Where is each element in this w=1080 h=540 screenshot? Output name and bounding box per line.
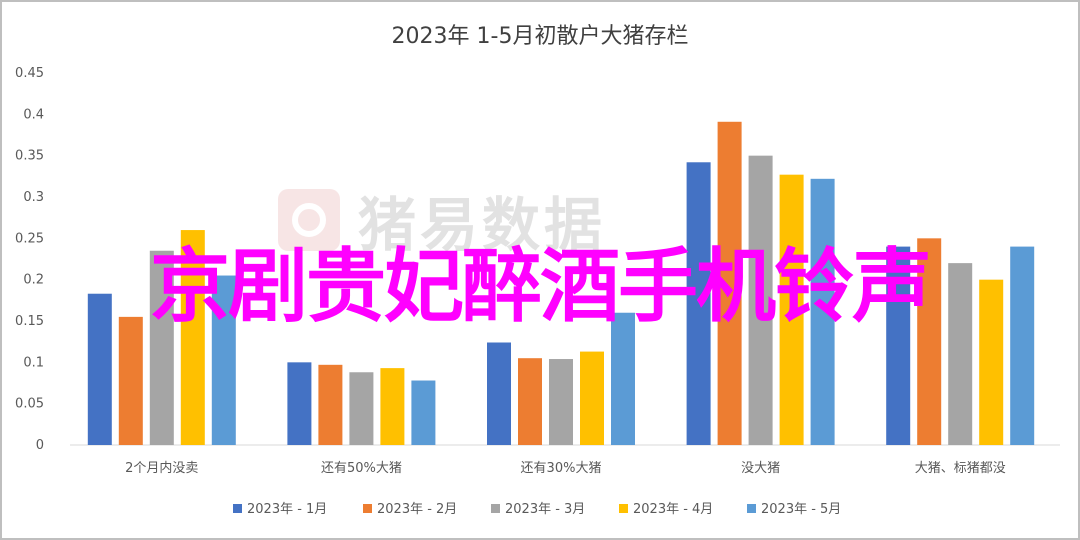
bar (487, 342, 511, 445)
overlay-caption: 京剧贵妃醉酒手机铃声 (150, 240, 932, 333)
bar (149, 250, 174, 445)
bar (118, 316, 143, 445)
x-category-label: 还有50%大猪 (321, 461, 402, 476)
bar (810, 178, 835, 445)
legend-label: 2023年 - 1月 (247, 502, 327, 517)
y-tick-label: 0.45 (15, 66, 44, 81)
y-tick-label: 0.4 (23, 107, 44, 122)
legend-swatch (363, 504, 372, 513)
bar (180, 230, 205, 445)
legend-label: 2023年 - 2月 (377, 502, 457, 517)
y-tick-label: 0.05 (15, 397, 44, 412)
bar (549, 359, 573, 445)
bar (87, 293, 112, 445)
bar (211, 275, 236, 445)
legend-label: 2023年 - 4月 (633, 502, 713, 517)
legend-swatch (491, 504, 500, 513)
bar (917, 238, 942, 445)
legend-swatch (233, 504, 242, 513)
y-tick-label: 0.2 (23, 273, 44, 288)
bar (287, 362, 312, 445)
bar (380, 368, 405, 445)
legend-label: 2023年 - 3月 (505, 502, 585, 517)
bar (1010, 246, 1035, 445)
legend-label: 2023年 - 5月 (761, 502, 841, 517)
bar (779, 174, 804, 445)
y-tick-label: 0.1 (23, 355, 44, 370)
bar (686, 162, 711, 445)
bar (580, 351, 604, 445)
bar (886, 246, 911, 445)
y-tick-label: 0 (36, 438, 44, 453)
watermark: 猪易数据 (278, 178, 606, 262)
bar (979, 279, 1004, 445)
chart-title: 2023年 1-5月初散户大猪存栏 (391, 24, 689, 49)
x-category-label: 大猪、标猪都没 (915, 461, 1006, 476)
x-category-label: 还有30%大猪 (521, 461, 602, 476)
watermark-logo-icon (278, 189, 340, 251)
bar (611, 312, 635, 445)
legend-swatch (619, 504, 628, 513)
watermark-text: 猪易数据 (358, 191, 607, 259)
y-tick-label: 0.25 (15, 231, 44, 246)
y-tick-label: 0.15 (15, 314, 44, 329)
bar (717, 121, 742, 446)
y-tick-label: 0.35 (15, 149, 44, 164)
bar (518, 358, 542, 445)
legend-swatch (747, 504, 756, 513)
bar (748, 155, 773, 445)
y-tick-label: 0.3 (23, 190, 44, 205)
bar (948, 263, 973, 445)
x-category-label: 2个月内没卖 (125, 460, 198, 476)
bar (349, 372, 374, 445)
bar (318, 364, 343, 445)
x-category-label: 没大猪 (741, 461, 780, 476)
bar (411, 380, 436, 445)
